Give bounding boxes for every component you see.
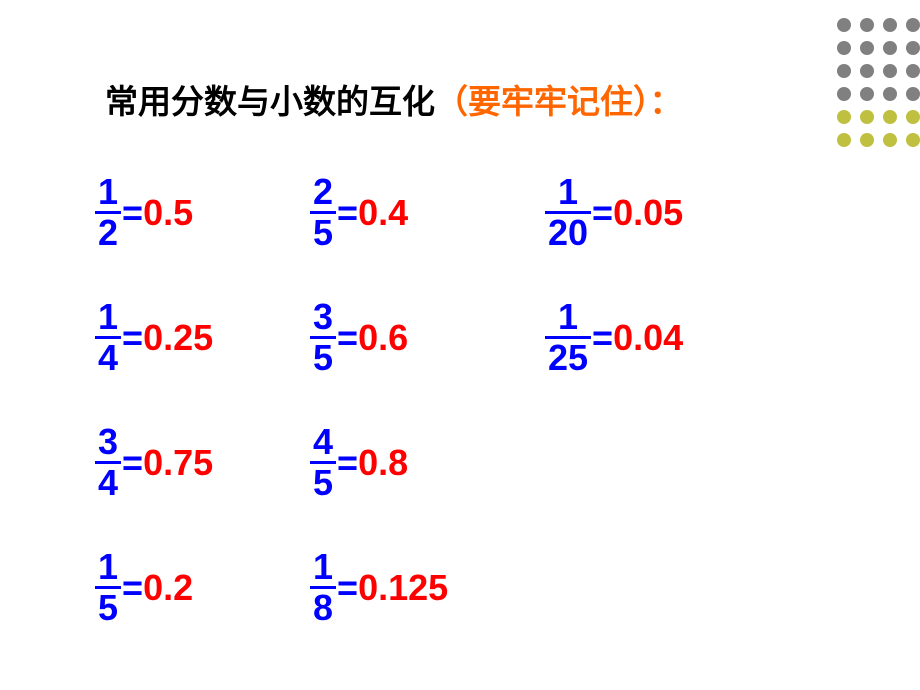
fraction: 12: [95, 174, 121, 251]
equals-sign: =: [337, 442, 358, 484]
dot: [906, 133, 920, 147]
dot: [837, 64, 851, 78]
equals-sign: =: [337, 192, 358, 234]
numerator: 3: [310, 299, 336, 336]
dot: [837, 18, 851, 32]
decimal-value: 0.6: [358, 317, 408, 359]
equals-sign: =: [122, 442, 143, 484]
fraction-item: 34=0.75: [95, 400, 310, 525]
equals-sign: =: [592, 317, 613, 359]
dot: [837, 110, 851, 124]
dot-column: [837, 18, 851, 147]
dot: [883, 18, 897, 32]
equals-sign: =: [337, 567, 358, 609]
numerator: 1: [555, 174, 581, 211]
dot-column: [906, 18, 920, 147]
fraction-item: 45=0.8: [310, 400, 545, 525]
dot: [906, 18, 920, 32]
dot: [837, 87, 851, 101]
denominator: 5: [310, 336, 336, 376]
fraction-item: 125=0.04: [545, 275, 760, 400]
denominator: 5: [310, 461, 336, 501]
fraction: 15: [95, 549, 121, 626]
fraction-item: 120=0.05: [545, 150, 760, 275]
numerator: 1: [95, 299, 121, 336]
decimal-value: 0.4: [358, 192, 408, 234]
dot: [860, 110, 874, 124]
dot: [883, 64, 897, 78]
denominator: 4: [95, 336, 121, 376]
dot: [906, 64, 920, 78]
fraction-item: 35=0.6: [310, 275, 545, 400]
fraction-item: 14=0.25: [95, 275, 310, 400]
dot-column: [883, 18, 897, 147]
dot: [883, 41, 897, 55]
dot: [906, 110, 920, 124]
dot: [860, 41, 874, 55]
decimal-value: 0.5: [143, 192, 193, 234]
denominator: 25: [545, 336, 591, 376]
fraction: 125: [545, 299, 591, 376]
title-text-orange: （要牢牢记住）：: [435, 83, 683, 120]
fraction: 120: [545, 174, 591, 251]
decimal-value: 0.05: [613, 192, 683, 234]
dot: [837, 133, 851, 147]
decimal-value: 0.04: [613, 317, 683, 359]
title-text-black: 常用分数与小数的互化: [105, 83, 435, 120]
fraction: 45: [310, 424, 336, 501]
decimal-value: 0.8: [358, 442, 408, 484]
fraction-item: 12=0.5: [95, 150, 310, 275]
numerator: 4: [310, 424, 336, 461]
dot: [860, 18, 874, 32]
equals-sign: =: [592, 192, 613, 234]
fraction-item: 15=0.2: [95, 525, 310, 650]
numerator: 1: [555, 299, 581, 336]
decimal-value: 0.2: [143, 567, 193, 609]
numerator: 3: [95, 424, 121, 461]
fraction-item: 18=0.125: [310, 525, 545, 650]
fraction: 25: [310, 174, 336, 251]
decimal-value: 0.25: [143, 317, 213, 359]
denominator: 20: [545, 211, 591, 251]
equals-sign: =: [122, 567, 143, 609]
dot: [860, 87, 874, 101]
numerator: 1: [95, 549, 121, 586]
slide-title: 常用分数与小数的互化（要牢牢记住）：: [105, 75, 683, 123]
dot: [860, 133, 874, 147]
dot: [906, 41, 920, 55]
fraction-item: 25=0.4: [310, 150, 545, 275]
dot-column: [860, 18, 874, 147]
fraction: 35: [310, 299, 336, 376]
denominator: 5: [95, 586, 121, 626]
fraction: 14: [95, 299, 121, 376]
equals-sign: =: [122, 192, 143, 234]
dot: [906, 87, 920, 101]
dot: [883, 110, 897, 124]
equals-sign: =: [122, 317, 143, 359]
denominator: 5: [310, 211, 336, 251]
corner-decoration: [837, 18, 920, 147]
equals-sign: =: [337, 317, 358, 359]
dot: [837, 41, 851, 55]
fraction: 18: [310, 549, 336, 626]
fraction: 34: [95, 424, 121, 501]
numerator: 1: [95, 174, 121, 211]
dot: [860, 64, 874, 78]
decimal-value: 0.75: [143, 442, 213, 484]
numerator: 1: [310, 549, 336, 586]
denominator: 4: [95, 461, 121, 501]
decimal-value: 0.125: [358, 567, 448, 609]
dot: [883, 87, 897, 101]
dot: [883, 133, 897, 147]
fraction-grid: 12=0.525=0.4120=0.0514=0.2535=0.6125=0.0…: [95, 150, 760, 650]
denominator: 8: [310, 586, 336, 626]
numerator: 2: [310, 174, 336, 211]
denominator: 2: [95, 211, 121, 251]
